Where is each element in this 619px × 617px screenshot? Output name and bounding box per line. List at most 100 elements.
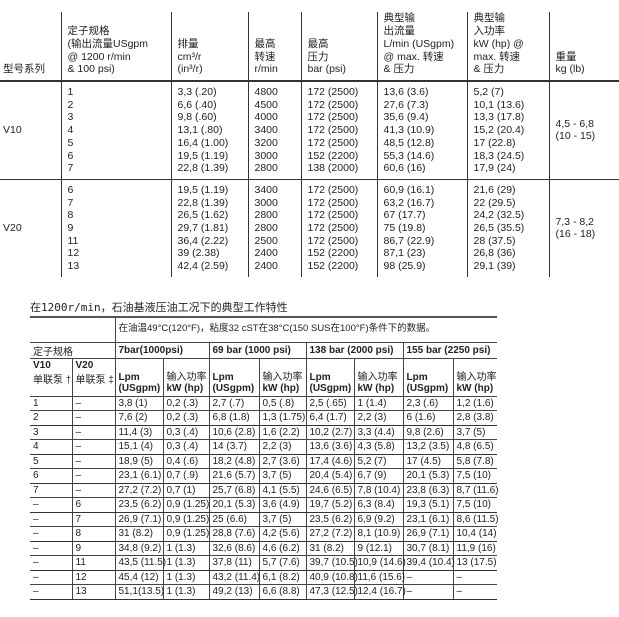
- value: 5,2 (7): [473, 86, 504, 98]
- weight-line: 4,5 - 6,8: [555, 117, 595, 130]
- table-cell: 40,9 (10.8): [305, 569, 358, 585]
- table-cell: 1,6 (2.2): [258, 424, 307, 440]
- header-line: V20: [75, 359, 94, 371]
- value: 138 (2000): [307, 162, 359, 175]
- header-line: & 压力: [473, 63, 505, 76]
- lpm-header: Lpm (USgpm): [208, 357, 260, 397]
- value: 26,5 (35.5): [473, 222, 525, 235]
- value: 172 (2500): [307, 98, 359, 111]
- header-line: 入功率: [473, 25, 506, 38]
- value: 36,4 (2.22): [177, 234, 229, 247]
- table-cell: 6,3 (8.4): [353, 497, 404, 513]
- value: 48,5 (12.8): [383, 136, 435, 149]
- table-cell: 3,7 (5): [258, 511, 307, 527]
- header-line: 典型输: [473, 12, 506, 25]
- performance-table: 在油温49°C(120°F)，粘度32 cST在38°C(150 SUS在100…: [30, 316, 499, 600]
- value: 2800: [254, 222, 278, 235]
- table-cell: 0,9 (1.25): [162, 511, 210, 527]
- value: 9,8 (.60): [177, 111, 217, 124]
- table-row: 7–27,2 (7.2) 0,7 (1) 25,7 (6.8) 4,1 (5.5) 24…: [30, 482, 499, 498]
- value: 10,1 (13.6): [473, 98, 525, 111]
- value: 172 (2500): [307, 111, 359, 124]
- value: 12: [67, 247, 80, 260]
- table-cell: 2: [30, 410, 73, 426]
- kw-header: 输入功率 kW (hp): [162, 357, 210, 397]
- value: 3400: [254, 183, 278, 196]
- value: 152 (2200): [307, 149, 359, 162]
- value: 13,6 (3.6): [383, 86, 429, 98]
- value: 27,6 (7.3): [383, 98, 429, 111]
- value: 75 (19.8): [383, 222, 426, 235]
- table-cell: 7,5 (10): [452, 497, 498, 513]
- header-line: 出流量: [383, 25, 416, 38]
- table-cell: 20,1 (5.3): [208, 497, 260, 513]
- table-cell: 25,7 (6.8): [208, 482, 260, 498]
- value: 172 (2500): [307, 209, 359, 222]
- column-header: 最高 压力 bar (psi): [300, 12, 377, 82]
- value: 172 (2500): [307, 196, 359, 209]
- table-cell: 0,2 (.3): [162, 410, 210, 426]
- column-header: 典型输 出流量 L/min (USgpm) @ max. 转速 & 压力: [376, 12, 467, 82]
- table-cell: 2,5 (.65): [305, 395, 355, 411]
- value: 3200: [254, 136, 278, 149]
- table-cell: 3,3 (4.4): [353, 424, 404, 440]
- table-cell: 4: [30, 439, 73, 455]
- header-line: Lpm: [406, 371, 428, 383]
- table-cell: 17 (4.5): [402, 453, 454, 469]
- table-row: 1–3,8 (1) 0,2 (.3) 2,7 (.7) 0,5 (.8) 2,5 (.6…: [30, 395, 498, 411]
- value: 9: [67, 222, 74, 235]
- value: 24,2 (32.5): [473, 209, 525, 222]
- header-line: (in³/r): [177, 63, 203, 76]
- performance-table-title: 在1200r/min，石油基液压油工况下的典型工作特性: [30, 301, 288, 314]
- table-cell: 6,8 (1.8): [208, 410, 260, 426]
- table-row: –11 43,5 (11.5) 1 (1.3) 37,8 (11) 5,7 (7.6) 3…: [30, 555, 498, 571]
- column-header: 最高 转速 r/min: [247, 12, 301, 82]
- table-cell: 2,2 (3): [353, 410, 404, 426]
- column-values: 13,6 (3.6) 27,6 (7.3) 35,6 (9.4) 41,3 (10.9…: [376, 81, 467, 180]
- header-line: 压力: [307, 50, 329, 63]
- col_v10-header: V10 单联泵 †: [30, 357, 73, 397]
- series-group: V20 6 7 8 9 11 12 13 19,5 (1.19) 22,8 (1.39) 26,5 …: [0, 178, 619, 277]
- column-header: 重量 kg (lb): [548, 12, 619, 82]
- table-cell: 8,6 (11.5): [452, 511, 499, 527]
- table-cell: 0,9 (1.25): [162, 497, 210, 513]
- table-cell: –: [71, 395, 116, 411]
- table-cell: 5,7 (7.6): [258, 555, 307, 571]
- table-cell: 5,2 (7): [353, 453, 404, 469]
- table-cell: 24,6 (6.5): [305, 482, 355, 498]
- header-line: 排量: [177, 37, 199, 50]
- table-cell: 1 (1.3): [162, 540, 210, 556]
- table-cell: 3,7 (5): [452, 424, 498, 440]
- table-cell: 2,7 (.7): [208, 395, 260, 411]
- value: 60,9 (16.1): [383, 183, 435, 196]
- value: 29,7 (1.81): [177, 222, 229, 235]
- lpm-header: Lpm (USgpm): [114, 357, 164, 397]
- value: 63,2 (16.7): [383, 196, 435, 209]
- table-cell: 23,1 (6.1): [402, 511, 454, 527]
- table-cell: 51,1(13.5): [114, 584, 164, 600]
- table-cell: 26,9 (7.1): [402, 526, 454, 542]
- stator-size-label: 定子规格: [30, 341, 116, 359]
- value: 22,8 (1.39): [177, 162, 229, 175]
- table-cell: 5,8 (7.8): [452, 453, 498, 469]
- table-cell: 0,3 (.4): [162, 424, 210, 440]
- header-line: 输入功率: [357, 371, 398, 383]
- table-cell: –: [71, 453, 116, 469]
- table-cell: 13,2 (3.5): [402, 439, 454, 455]
- table-cell: 20,1 (5.3): [402, 468, 454, 484]
- column-values: 3,3 (.20) 6,6 (.40) 9,8 (.60) 13,1 (.80) 16,…: [170, 81, 248, 180]
- table-cell: 39,7 (10.5): [305, 555, 358, 571]
- header-line: 最高: [254, 37, 276, 50]
- table-cell: 0,9 (1.25): [162, 526, 210, 542]
- table-row: –6 23,5 (6.2) 0,9 (1.25) 20,1 (5.3) 3,6 (4.9…: [30, 497, 498, 513]
- table-cell: –: [30, 584, 73, 600]
- table-cell: 10,2 (2.7): [305, 424, 355, 440]
- table-cell: 31 (8.2): [114, 526, 164, 542]
- table-cell: 3: [30, 424, 73, 440]
- table-cell: 27,2 (7.2): [114, 482, 164, 498]
- value: 60,6 (16): [383, 162, 426, 175]
- table-cell: 11,6 (15.6): [353, 569, 405, 585]
- value: 26,5 (1.62): [177, 209, 229, 222]
- table-row: 2–7,6 (2) 0,2 (.3) 6,8 (1.8) 1,3 (1.75) 6,4 …: [30, 410, 498, 426]
- value: 18,3 (24.5): [473, 149, 525, 162]
